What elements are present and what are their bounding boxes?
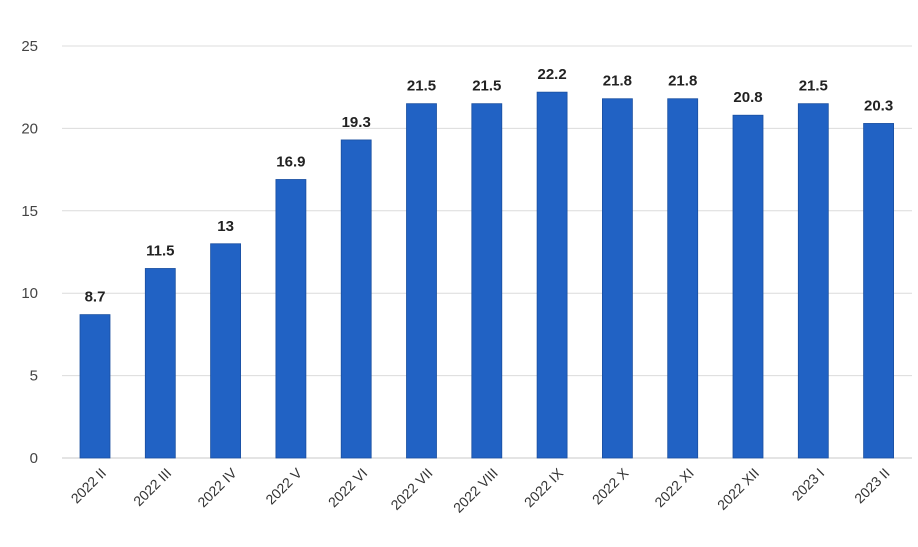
bar	[602, 98, 633, 459]
bar	[797, 103, 829, 459]
data-label: 8.7	[85, 289, 106, 306]
bar	[536, 91, 568, 459]
data-label: 19.3	[342, 114, 371, 131]
data-label: 21.5	[799, 78, 828, 95]
x-tick-label: 2022 XI	[651, 465, 696, 510]
y-tick-label: 5	[30, 368, 38, 385]
x-tick-label: 2023 I	[789, 465, 828, 504]
data-label: 21.5	[472, 78, 501, 95]
bar	[471, 103, 503, 459]
x-tick-label: 2022 VII	[387, 465, 435, 513]
bar	[732, 114, 764, 459]
data-label: 11.5	[146, 242, 174, 259]
y-tick-label: 20	[21, 120, 38, 137]
data-label: 22.2	[537, 66, 566, 83]
data-label: 21.8	[603, 73, 632, 90]
data-label: 20.3	[864, 97, 893, 114]
data-label: 16.9	[276, 153, 305, 170]
bar	[79, 314, 111, 459]
bar	[340, 139, 372, 459]
bar	[863, 123, 894, 459]
bar	[144, 268, 176, 459]
x-tick-label: 2022 IV	[194, 464, 240, 510]
x-tick-label: 2023 II	[851, 465, 893, 507]
x-tick-label: 2022 IX	[521, 464, 567, 510]
x-tick-label: 2022 X	[589, 464, 632, 507]
y-axis-ticks: 0 5 10 15 20 25	[21, 38, 38, 467]
x-tick-label: 2022 VI	[325, 465, 370, 510]
y-tick-label: 10	[21, 285, 38, 302]
bar	[275, 179, 307, 459]
data-label: 21.5	[407, 78, 436, 95]
x-tick-label: 2022 III	[130, 465, 174, 509]
data-label: 20.8	[733, 89, 762, 106]
x-tick-label: 2022 V	[262, 464, 305, 507]
y-tick-label: 0	[30, 450, 38, 467]
bars	[79, 91, 894, 459]
y-tick-label: 25	[21, 38, 38, 55]
y-tick-label: 15	[21, 203, 38, 220]
data-labels: 8.7 11.5 13 16.9 19.3 21.5 21.5 22.2 21.8 21.8 20.…	[85, 66, 894, 305]
x-tick-label: 2022 II	[68, 465, 110, 507]
x-tick-label: 2022 VIII	[450, 465, 501, 516]
data-label: 21.8	[668, 73, 697, 90]
bar	[406, 103, 437, 459]
bar	[667, 98, 699, 459]
bar	[210, 243, 242, 459]
x-tick-label: 2022 XII	[714, 465, 762, 513]
data-label: 13	[217, 218, 234, 235]
x-axis-ticks: 2022 II 2022 III 2022 IV 2022 V 2022 VI 2022 …	[68, 464, 893, 515]
